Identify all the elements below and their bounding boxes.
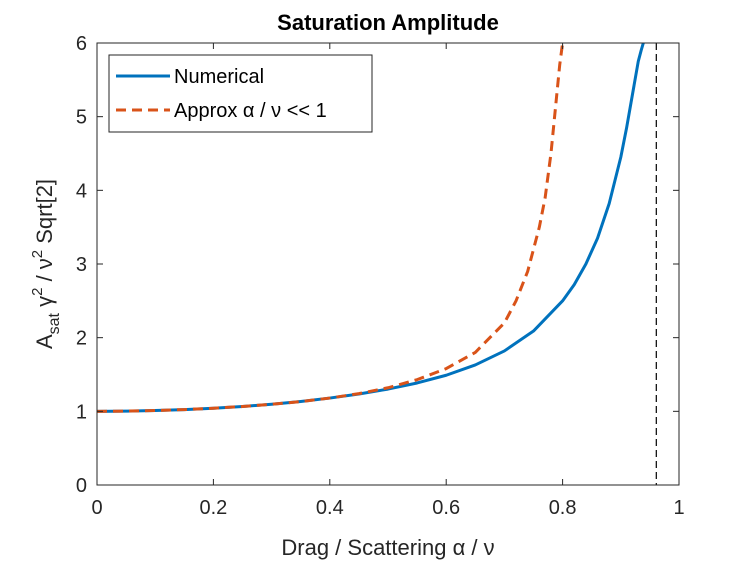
y-tick-label: 5 xyxy=(76,107,87,129)
y-tick-label: 0 xyxy=(76,475,87,497)
x-tick-label: 0 xyxy=(91,497,102,519)
y-label-main: A xyxy=(32,334,57,349)
y-label-mid: / ν xyxy=(32,258,57,287)
legend-label-approx: Approx α / ν << 1 xyxy=(174,100,327,122)
y-label-sub: sat xyxy=(46,312,63,334)
x-tick-label: 0.2 xyxy=(199,497,227,519)
series-line-numerical xyxy=(96,42,645,413)
x-tick-label: 1 xyxy=(673,497,684,519)
y-label-sup2: 2 xyxy=(29,250,46,258)
y-tick-label: 4 xyxy=(76,180,87,202)
series-layer xyxy=(96,42,645,413)
y-label-gamma: γ xyxy=(32,296,57,313)
x-tick-label: 0.6 xyxy=(432,497,460,519)
ticks-layer: 0 0.2 0.4 0.6 0.8 1 0 1 2 3 4 5 6 xyxy=(76,33,685,519)
y-axis-label: Asat γ2 / ν2 Sqrt[2] xyxy=(29,179,63,349)
series-line-approx xyxy=(96,42,565,413)
x-tick-label: 0.4 xyxy=(316,497,344,519)
y-label-tail: Sqrt[2] xyxy=(32,179,57,250)
y-tick-label: 2 xyxy=(76,328,87,350)
y-tick-label: 6 xyxy=(76,33,87,55)
y-label-sup1: 2 xyxy=(29,288,46,296)
y-tick-label: 3 xyxy=(76,254,87,276)
chart-title: Saturation Amplitude xyxy=(277,10,499,35)
x-axis-label: Drag / Scattering α / ν xyxy=(281,535,494,560)
legend: Numerical Approx α / ν << 1 xyxy=(108,54,373,133)
legend-label-numerical: Numerical xyxy=(174,66,264,88)
legend-box xyxy=(108,54,373,133)
y-tick-label: 1 xyxy=(76,401,87,423)
x-tick-label: 0.8 xyxy=(549,497,577,519)
